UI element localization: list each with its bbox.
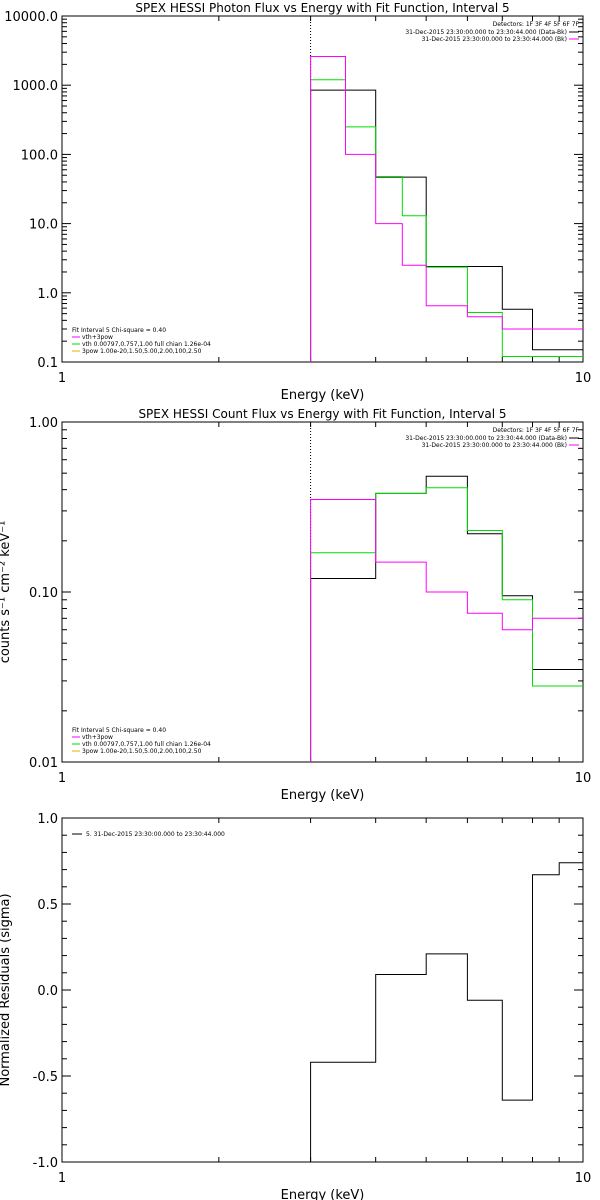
chart-title: SPEX HESSI Count Flux vs Energy with Fit… — [138, 407, 506, 421]
fit-legend-label: vth+3pow — [82, 734, 113, 741]
chart-panel-1: SPEX HESSI Photon Flux vs Energy with Fi… — [4, 1, 591, 403]
y-tick-label: 0.01 — [29, 756, 58, 771]
y-tick-label: -1.0 — [33, 1156, 58, 1171]
series-line-2 — [310, 79, 583, 362]
y-tick-label: 1000.0 — [13, 79, 59, 94]
series-line-3 — [310, 499, 583, 762]
fit-legend-header: Fit Interval 5 Chi-square = 0.40 — [72, 327, 166, 334]
residual-legend-label: 5. 31-Dec-2015 23:30:00.000 to 23:30:44.… — [86, 831, 225, 838]
series-line-1 — [310, 862, 583, 1162]
legend-header: Detectors: 1F 3F 4F 5F 6F 7F — [493, 427, 580, 434]
x-axis-label: Energy (keV) — [281, 1188, 365, 1200]
fit-legend-label: 3pow 1.00e-20,1.50,5.00,2.00,100,2.50 — [82, 348, 202, 355]
x-axis-label: Energy (keV) — [281, 388, 365, 403]
legend-header: Detectors: 1F 3F 4F 5F 6F 7F — [493, 21, 580, 28]
fit-legend-label: vth 0.00797,0.757,1.00 full chian 1.26e-… — [82, 341, 211, 348]
legend-entry-label: 31-Dec-2015 23:30:00.000 to 23:30:44.000… — [422, 36, 567, 43]
series-line-3 — [310, 56, 583, 362]
fit-legend-header: Fit Interval 5 Chi-square = 0.40 — [72, 727, 166, 734]
fit-legend-label: vth+3pow — [82, 334, 113, 341]
plot-frame — [61, 15, 584, 363]
fit-legend-label: vth 0.00797,0.757,1.00 full chian 1.26e-… — [82, 741, 211, 748]
y-tick-label: 10000.0 — [4, 10, 58, 25]
chart-title: SPEX HESSI Photon Flux vs Energy with Fi… — [135, 1, 509, 15]
y-tick-label: -0.5 — [33, 1070, 58, 1085]
fit-legend-label: 3pow 1.00e-20,1.50,5.00,2.00,100,2.50 — [82, 748, 202, 755]
y-tick-label: 1.0 — [37, 287, 58, 302]
x-tick-label: 10 — [575, 1171, 592, 1186]
plot-frame — [61, 421, 584, 763]
y-tick-label: 0.10 — [29, 586, 58, 601]
x-tick-label: 10 — [575, 771, 592, 786]
legend-entry-label: 31-Dec-2015 23:30:00.000 to 23:30:44.000… — [405, 29, 567, 36]
y-tick-label: 10.0 — [29, 218, 58, 233]
y-tick-label: 0.5 — [37, 898, 58, 913]
y-tick-label: 1.0 — [37, 812, 58, 827]
plot-frame — [61, 817, 584, 1163]
y-axis-label: Normalized Residuals (sigma) — [0, 893, 13, 1086]
chart-panel-2: SPEX HESSI Count Flux vs Energy with Fit… — [0, 407, 591, 803]
x-tick-label: 1 — [58, 371, 66, 386]
series-line-1 — [310, 89, 583, 362]
y-tick-label: 0.1 — [37, 356, 58, 371]
x-axis-label: Energy (keV) — [281, 788, 365, 803]
y-tick-label: 100.0 — [21, 148, 58, 163]
y-axis-label: counts s⁻¹ cm⁻² keV⁻¹ — [0, 521, 13, 664]
y-tick-label: 0.0 — [37, 984, 58, 999]
series-line-1 — [310, 475, 583, 762]
y-tick-label: 1.00 — [29, 416, 58, 431]
x-tick-label: 1 — [58, 771, 66, 786]
x-tick-label: 1 — [58, 1171, 66, 1186]
series-line-2 — [310, 487, 583, 762]
legend-entry-label: 31-Dec-2015 23:30:00.000 to 23:30:44.000… — [422, 442, 567, 449]
chart-panel-3: Energy (keV) Normalized Residuals (sigma)… — [0, 812, 591, 1200]
x-tick-label: 10 — [575, 371, 592, 386]
legend-entry-label: 31-Dec-2015 23:30:00.000 to 23:30:44.000… — [405, 435, 567, 442]
